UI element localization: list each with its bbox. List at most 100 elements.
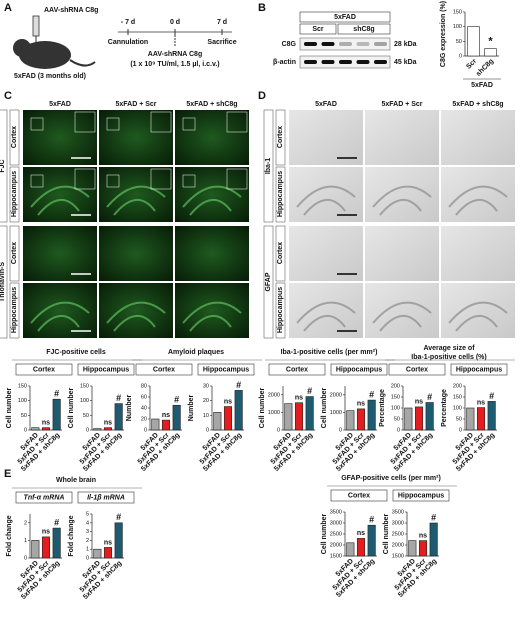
y-axis-label: Cell number	[321, 513, 328, 554]
panel-label: D	[258, 90, 266, 102]
y-tick-label: 0	[24, 427, 27, 433]
y-tick-label: 3	[86, 529, 89, 535]
subchart-title: Cortex	[406, 366, 428, 373]
row-region-box	[9, 282, 20, 339]
timepoint: 7 d	[217, 19, 227, 26]
blot-band	[321, 42, 335, 46]
y-tick-label: 4	[86, 520, 89, 526]
micrograph	[289, 226, 363, 281]
y-tick-label: 0	[206, 427, 209, 433]
blot-band	[374, 60, 387, 64]
micrograph	[365, 110, 439, 165]
hippocampus-structure	[106, 185, 166, 216]
x-tick-label: shC8g	[475, 58, 495, 78]
event: Cannulation	[108, 39, 148, 46]
hippocampus-structure	[30, 185, 90, 216]
bar	[31, 540, 40, 559]
y-tick-label: 50	[83, 413, 89, 419]
mouse-body	[19, 41, 71, 69]
bar	[476, 407, 486, 431]
y-tick-label: 0	[86, 555, 89, 561]
y-tick-label: 30	[203, 383, 209, 389]
y-tick-label: 0	[397, 427, 400, 433]
row-region-box	[275, 282, 286, 339]
y-axis-label: Cell number	[6, 387, 13, 428]
micrograph	[175, 110, 249, 165]
y-axis-label: Number	[188, 395, 195, 422]
column-header: 5xFAD + shC8g	[186, 101, 237, 108]
subchart-header-box	[197, 363, 255, 376]
bar	[161, 419, 171, 431]
inset-box	[150, 111, 172, 133]
subchart-header-box	[392, 489, 450, 502]
blot-strip	[299, 37, 391, 51]
y-tick-label: 100	[391, 405, 400, 411]
bar	[367, 399, 376, 431]
group-title: GFAP-positive cells (per mm²)	[341, 475, 441, 482]
significance: #	[116, 393, 121, 403]
significance: ns	[477, 399, 485, 406]
bar	[103, 427, 113, 431]
bar	[41, 536, 51, 559]
subchart-header-box	[77, 491, 135, 504]
significance: ns	[419, 532, 427, 539]
significance: #	[236, 380, 241, 390]
row-region: Cortex	[277, 242, 284, 264]
hippocampus-structure	[30, 301, 90, 332]
significance: #	[369, 515, 374, 525]
significance: #	[54, 389, 59, 399]
inset-box	[74, 111, 96, 133]
column-header: 5xFAD	[49, 101, 71, 108]
group-title: Average size of Iba-1-positive cells (%)	[411, 345, 486, 361]
blot-lane: Scr	[312, 26, 324, 33]
subchart-title: Hippocampus	[398, 492, 444, 499]
bar	[408, 540, 417, 557]
bar	[284, 403, 293, 431]
subchart-header-box	[135, 363, 193, 376]
y-tick-label: 2000	[268, 392, 280, 398]
timepoint: 0 d	[170, 19, 180, 26]
bar	[404, 407, 413, 431]
y-axis-label: Percentage	[441, 389, 448, 427]
bar	[114, 403, 123, 431]
y-tick-label: 3500	[392, 509, 404, 515]
significance: #	[427, 392, 432, 402]
hippocampus-structure	[372, 301, 432, 332]
hippocampus-structure	[448, 185, 508, 216]
event: Sacrifice	[207, 39, 236, 46]
row-region: Cortex	[277, 126, 284, 148]
subchart-header-box	[268, 363, 326, 376]
y-tick-label: 40	[141, 405, 147, 411]
column-header: 5xFAD + Scr	[115, 101, 156, 108]
y-tick-label: 1000	[330, 410, 342, 416]
y-tick-label: 150	[453, 394, 462, 400]
inset-box	[74, 168, 96, 190]
y-tick-label: 5	[86, 511, 89, 517]
row-group: GFAP	[265, 272, 272, 291]
row-region: Hippocampus	[277, 171, 284, 217]
row-region-box	[275, 225, 286, 282]
subchart-header-box	[15, 491, 73, 504]
bar	[487, 401, 496, 431]
syringe	[32, 15, 40, 37]
y-axis-label: Cell number	[321, 387, 328, 428]
y-tick-label: 50	[456, 39, 462, 45]
y-tick-label: 60	[141, 394, 147, 400]
inset-box	[182, 174, 196, 188]
y-tick-label: 0	[24, 555, 27, 561]
row-region-box	[275, 166, 286, 223]
row-region: Cortex	[11, 126, 18, 148]
timepoint: - 7 d	[121, 19, 135, 26]
bar	[356, 538, 366, 557]
significance: ns	[42, 419, 50, 426]
significance: ns	[357, 401, 365, 408]
y-axis-label: Fold change	[6, 515, 13, 556]
y-tick-label: 150	[453, 9, 462, 15]
vector-label: AAV-shRNA C8g	[44, 7, 98, 14]
y-tick-label: 2000	[392, 542, 404, 548]
y-tick-label: 150	[391, 394, 400, 400]
y-tick-label: 20	[203, 398, 209, 404]
y-tick-label: 3500	[330, 509, 342, 515]
y-tick-label: 150	[18, 383, 27, 389]
bar	[93, 548, 102, 559]
